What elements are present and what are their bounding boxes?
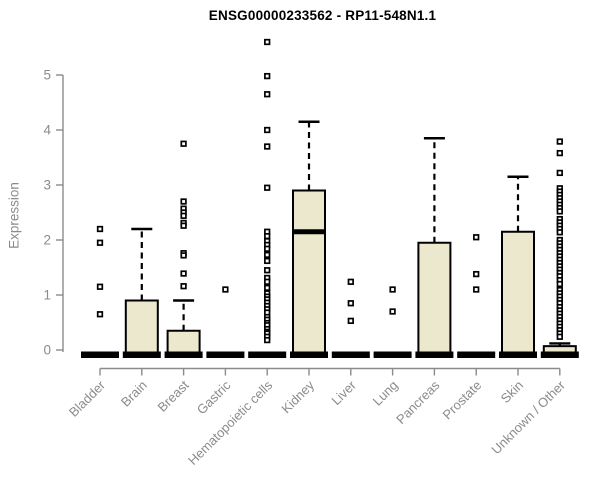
box-rect <box>417 241 452 355</box>
y-axis: 0 1 2 3 4 5 <box>43 68 64 358</box>
outlier-point <box>347 300 354 307</box>
outlier-point <box>473 234 480 241</box>
median-bar-zero <box>373 351 412 358</box>
median-bar-zero <box>206 351 245 358</box>
y-tick-label: 2 <box>43 233 51 248</box>
outlier-point <box>264 336 271 344</box>
outlier-point <box>180 252 187 259</box>
x-tick-label: Brain <box>118 378 150 410</box>
y-tick-label: 0 <box>43 343 51 358</box>
outlier-point <box>180 212 187 219</box>
y-tick-label: 3 <box>43 178 51 193</box>
x-tick-label: Unknown / Other <box>488 377 568 457</box>
x-tick-label: Prostate <box>439 378 484 423</box>
outlier-point <box>347 278 354 285</box>
outlier-point <box>180 198 187 205</box>
x-tick-label: Bladder <box>66 377 109 420</box>
outlier-point <box>347 317 354 324</box>
outlier-point <box>264 72 271 80</box>
box-group-brain <box>122 227 161 358</box>
outlier-point <box>556 149 563 157</box>
box-group-gastric <box>206 286 245 358</box>
outlier-point <box>264 278 271 285</box>
y-tick-label: 1 <box>43 288 51 303</box>
median-bar-zero <box>415 351 454 358</box>
outlier-point <box>556 280 563 288</box>
median-bar-zero <box>499 351 537 358</box>
median-bar-zero <box>122 351 161 358</box>
outlier-point <box>389 286 396 293</box>
box-rect <box>124 299 159 355</box>
x-tick-label: Lung <box>370 378 401 409</box>
x-tick-label: Liver <box>328 377 359 408</box>
box-group-kidney <box>290 120 328 358</box>
box-group-breast <box>164 140 203 358</box>
outlier-point <box>264 38 271 46</box>
outlier-point <box>180 270 187 277</box>
y-tick-label: 5 <box>43 68 51 83</box>
outlier-point <box>96 283 104 290</box>
outlier-point <box>264 126 271 134</box>
median-bar-zero <box>248 351 287 358</box>
outlier-point <box>389 308 396 315</box>
x-tick-label: Breast <box>155 377 192 414</box>
box-group-liver <box>331 278 370 358</box>
outlier-point <box>96 311 104 318</box>
outlier-point <box>180 283 187 290</box>
box-rect <box>166 329 201 355</box>
outlier-point <box>180 222 187 229</box>
median-bar-zero <box>331 351 370 358</box>
outlier-point <box>264 233 271 240</box>
box-group-pancreas <box>415 137 454 358</box>
outlier-point <box>96 225 104 233</box>
median-bar-zero <box>164 351 203 358</box>
outlier-point <box>473 286 480 293</box>
x-tick-label: Gastric <box>194 377 234 417</box>
x-tick-label: Pancreas <box>393 377 443 427</box>
x-tick-label: Kidney <box>278 377 317 416</box>
box-group-unknown-other <box>540 138 579 358</box>
outlier-point <box>222 286 229 293</box>
chart-title: ENSG00000233562 - RP11-548N1.1 <box>208 8 437 23</box>
box-group-skin <box>499 175 537 358</box>
outlier-point <box>556 138 563 145</box>
outlier-point <box>264 257 271 265</box>
box-group-lung <box>373 286 412 358</box>
outlier-point <box>556 333 563 340</box>
median-bar-zero <box>457 351 496 358</box>
box-rect <box>501 230 535 355</box>
median-bar-zero <box>290 351 328 358</box>
outlier-point <box>180 140 187 147</box>
outlier-point <box>264 284 271 291</box>
outlier-point <box>473 270 480 278</box>
median-bar-zero <box>81 351 119 358</box>
outlier-point <box>264 184 271 191</box>
outlier-point <box>264 91 271 98</box>
outlier-point <box>264 251 271 259</box>
x-tick-label: Skin <box>498 378 526 406</box>
outlier-point <box>264 245 271 252</box>
box-group-hematopoietic-cells <box>248 38 287 358</box>
outlier-point <box>556 229 563 236</box>
outlier-point <box>264 143 271 150</box>
outlier-point <box>96 239 104 246</box>
outlier-point <box>556 169 563 177</box>
median-bar-zero <box>540 351 579 358</box>
median-bar <box>294 229 324 235</box>
y-tick-label: 4 <box>43 123 51 138</box>
box-rect <box>292 189 326 355</box>
box-group-bladder <box>81 225 119 358</box>
outlier-point <box>556 208 563 215</box>
box-group-prostate <box>457 234 496 358</box>
outlier-point <box>264 267 271 274</box>
